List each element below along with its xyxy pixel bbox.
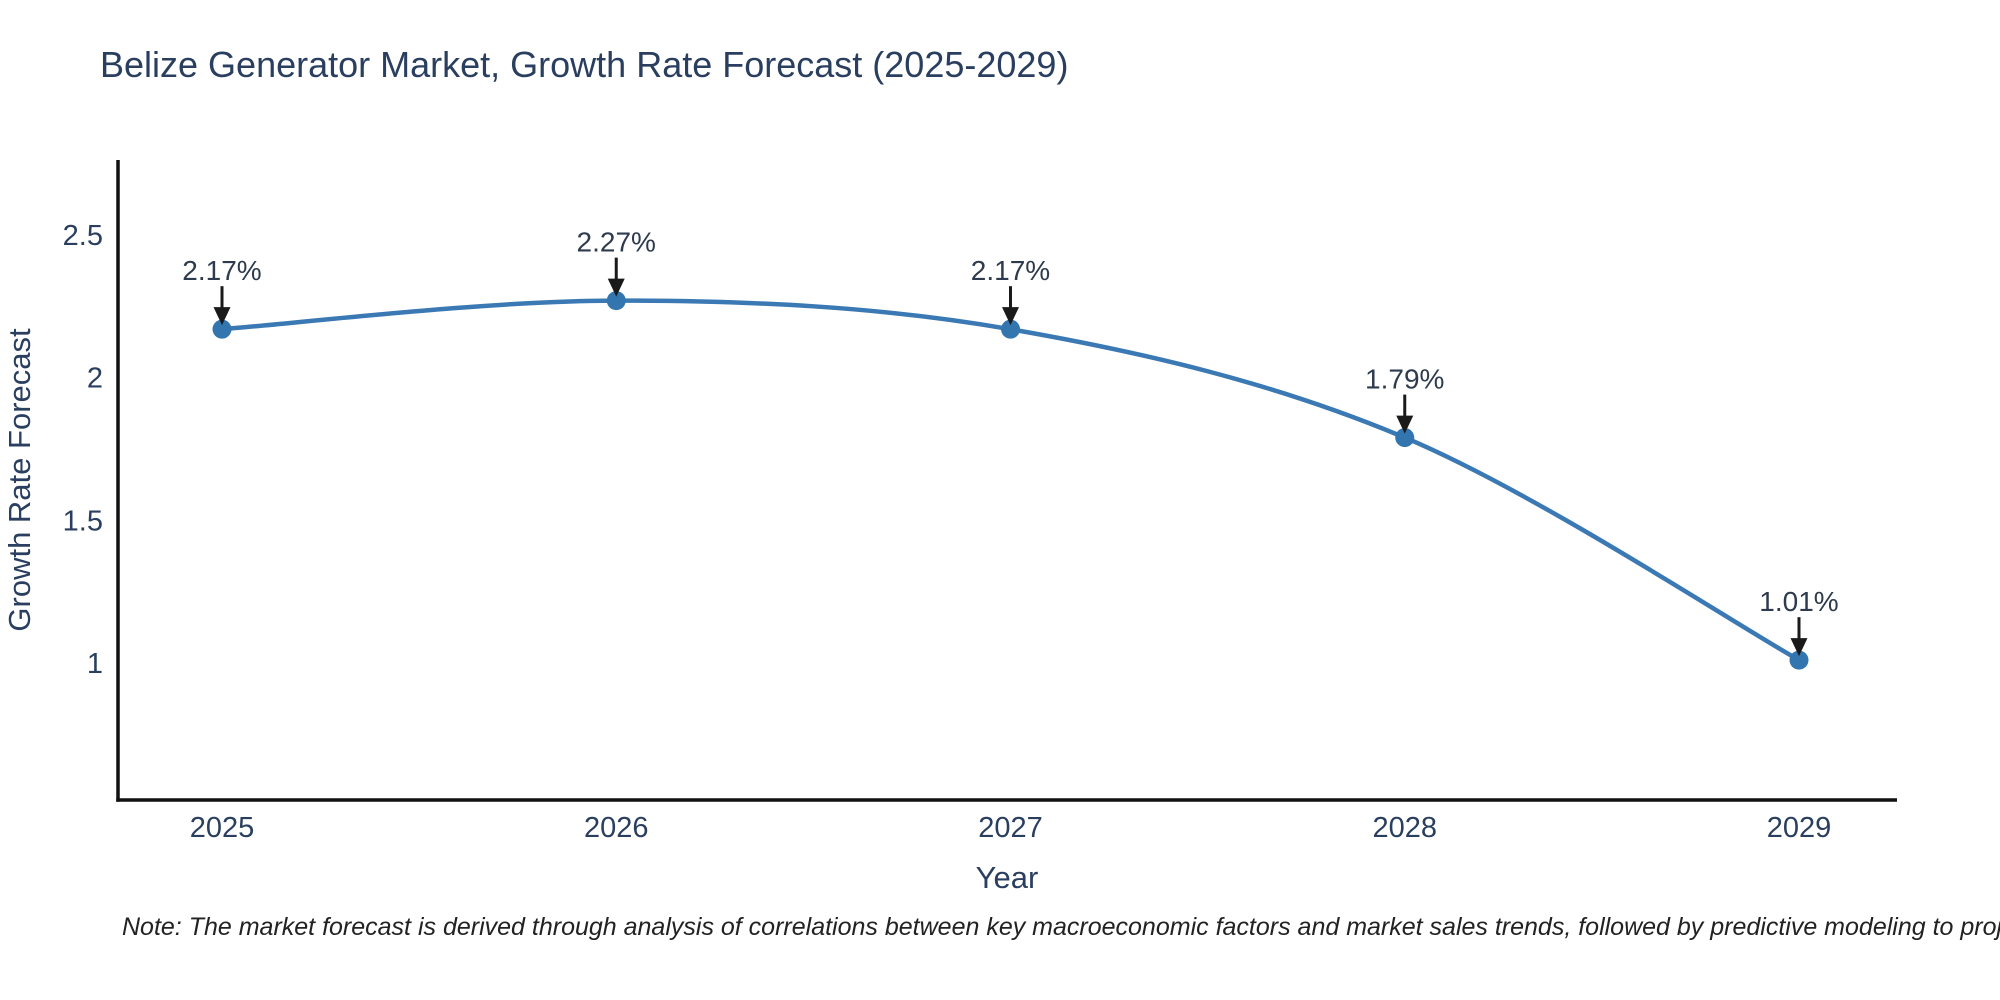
y-tick-label: 1.5 (63, 505, 103, 537)
data-point-marker[interactable] (1395, 428, 1415, 448)
x-tick-label: 2027 (978, 812, 1043, 844)
chart-title: Belize Generator Market, Growth Rate For… (100, 44, 1069, 85)
data-point-marker[interactable] (212, 319, 232, 339)
x-tick-label: 2029 (1767, 812, 1832, 844)
data-point-label: 1.01% (1759, 586, 1838, 617)
y-tick-label: 2 (87, 363, 103, 395)
data-point-marker[interactable] (606, 291, 626, 311)
series-group (212, 291, 1809, 670)
y-tick-label: 2.5 (63, 220, 103, 252)
x-axis-tick-labels: 2025 2026 2027 2028 2029 (190, 812, 1832, 844)
x-tick-label: 2028 (1372, 812, 1437, 844)
annotation-arrowhead-icon (607, 278, 625, 297)
data-point-label: 2.17% (182, 255, 261, 286)
annotation-group: 2.17% 2.27% 2.17% 1.79% 1.01% (182, 227, 1839, 657)
annotation-arrowhead-icon (213, 307, 231, 326)
data-point-label: 2.17% (971, 255, 1050, 286)
annotation-arrowhead-icon (1790, 638, 1808, 657)
y-axis-tick-labels: 2.5 2 1.5 1 (63, 220, 103, 680)
x-tick-label: 2026 (584, 812, 649, 844)
data-point-marker[interactable] (1789, 650, 1809, 670)
data-point-label: 1.79% (1365, 364, 1444, 395)
data-point-label: 2.27% (577, 227, 656, 258)
y-axis-title: Growth Rate Forecast (2, 328, 37, 632)
y-tick-label: 1 (87, 648, 103, 680)
x-tick-label: 2025 (190, 812, 255, 844)
chart-footnote: Note: The market forecast is derived thr… (122, 913, 2000, 941)
annotation-arrowhead-icon (1002, 307, 1019, 326)
annotation-arrowhead-icon (1396, 415, 1414, 434)
series-line (219, 298, 1802, 663)
data-point-marker[interactable] (1001, 319, 1020, 339)
x-axis-title: Year (976, 860, 1039, 895)
